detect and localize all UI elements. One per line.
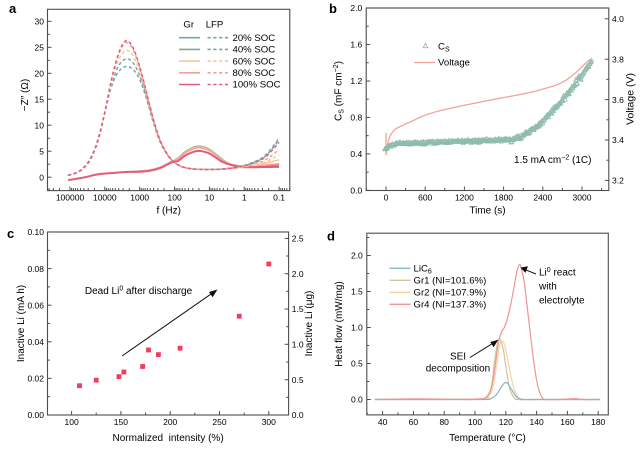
svg-text:1.5: 1.5 xyxy=(351,287,363,297)
svg-text:3.6: 3.6 xyxy=(612,95,624,105)
svg-text:200: 200 xyxy=(163,417,177,427)
svg-text:c: c xyxy=(7,226,14,241)
svg-text:−Z″ (Ω): −Z″ (Ω) xyxy=(20,79,31,111)
svg-text:100: 100 xyxy=(168,193,182,203)
svg-text:100% SOC: 100% SOC xyxy=(233,80,281,91)
svg-text:2.0: 2.0 xyxy=(350,3,362,13)
svg-text:electrolyte: electrolyte xyxy=(539,296,585,307)
svg-text:20: 20 xyxy=(35,69,45,79)
svg-text:1.5 mA cm−2 (1C): 1.5 mA cm−2 (1C) xyxy=(514,155,591,167)
svg-text:1.5: 1.5 xyxy=(292,304,304,314)
svg-text:Temperature (°C): Temperature (°C) xyxy=(449,433,526,444)
svg-text:30: 30 xyxy=(35,17,45,27)
svg-text:40: 40 xyxy=(378,417,388,427)
svg-text:120: 120 xyxy=(499,417,513,427)
svg-text:0.08: 0.08 xyxy=(27,264,44,274)
svg-text:Gr2 (NI=107.9%): Gr2 (NI=107.9%) xyxy=(414,288,487,299)
svg-text:0.8: 0.8 xyxy=(350,113,362,123)
svg-text:100000: 100000 xyxy=(56,193,85,203)
svg-text:2.5: 2.5 xyxy=(292,234,304,244)
svg-text:f (Hz): f (Hz) xyxy=(156,206,180,217)
svg-text:100: 100 xyxy=(468,417,482,427)
svg-text:0.04: 0.04 xyxy=(27,337,44,347)
svg-text:60: 60 xyxy=(409,417,419,427)
svg-text:2400: 2400 xyxy=(533,193,552,203)
svg-text:b: b xyxy=(329,1,337,16)
svg-text:0.5: 0.5 xyxy=(292,375,304,385)
svg-text:0.4: 0.4 xyxy=(350,149,362,159)
svg-text:Time (s): Time (s) xyxy=(469,206,505,217)
svg-text:1.0: 1.0 xyxy=(351,323,363,333)
svg-text:60% SOC: 60% SOC xyxy=(233,56,276,67)
svg-text:CS (mF cm−2): CS (mF cm−2) xyxy=(333,61,346,121)
svg-text:1.2: 1.2 xyxy=(350,76,362,86)
svg-text:Gr4 (NI=137.3%): Gr4 (NI=137.3%) xyxy=(414,300,487,311)
svg-text:140: 140 xyxy=(530,417,544,427)
svg-text:Inactive Li (mA h): Inactive Li (mA h) xyxy=(16,285,27,362)
svg-text:0: 0 xyxy=(384,193,389,203)
svg-text:1000: 1000 xyxy=(130,193,149,203)
svg-text:a: a xyxy=(9,1,17,16)
svg-text:Dead Li0 after discharge: Dead Li0 after discharge xyxy=(85,286,193,298)
svg-text:0.02: 0.02 xyxy=(27,374,44,384)
svg-text:80: 80 xyxy=(439,417,449,427)
svg-text:decomposition: decomposition xyxy=(426,364,490,375)
svg-text:CS: CS xyxy=(438,42,450,54)
svg-text:10: 10 xyxy=(35,120,45,130)
svg-text:4.0: 4.0 xyxy=(612,14,624,24)
svg-text:Voltage: Voltage xyxy=(438,58,470,69)
svg-text:10: 10 xyxy=(205,193,215,203)
svg-text:2.0: 2.0 xyxy=(292,269,304,279)
svg-text:20% SOC: 20% SOC xyxy=(233,33,276,44)
svg-text:250: 250 xyxy=(212,417,226,427)
svg-text:Gr1 (NI=101.6%): Gr1 (NI=101.6%) xyxy=(414,276,487,287)
svg-text:3.2: 3.2 xyxy=(612,176,624,186)
svg-text:Heat flow (mW/mg): Heat flow (mW/mg) xyxy=(334,281,345,367)
svg-text:Voltage (V): Voltage (V) xyxy=(625,73,637,125)
svg-text:40% SOC: 40% SOC xyxy=(233,45,276,56)
svg-text:150: 150 xyxy=(114,417,128,427)
svg-text:2.0: 2.0 xyxy=(351,251,363,261)
svg-text:1.0: 1.0 xyxy=(292,340,304,350)
svg-text:LiC6: LiC6 xyxy=(414,264,432,276)
svg-text:0.10: 0.10 xyxy=(27,227,44,237)
svg-text:Inactive Li (μg): Inactive Li (μg) xyxy=(304,291,315,357)
svg-text:100: 100 xyxy=(65,417,79,427)
svg-text:0.06: 0.06 xyxy=(27,300,44,310)
svg-text:Gr: Gr xyxy=(183,20,194,31)
svg-text:0.5: 0.5 xyxy=(351,359,363,369)
svg-text:5: 5 xyxy=(39,146,44,156)
svg-text:0: 0 xyxy=(39,172,44,182)
svg-text:160: 160 xyxy=(560,417,574,427)
svg-text:300: 300 xyxy=(262,417,276,427)
svg-text:600: 600 xyxy=(418,193,432,203)
svg-text:with: with xyxy=(538,282,557,293)
svg-text:Li0 react: Li0 react xyxy=(539,267,576,279)
svg-text:0.1: 0.1 xyxy=(273,193,285,203)
svg-text:25: 25 xyxy=(35,43,45,53)
svg-text:3000: 3000 xyxy=(573,193,592,203)
svg-text:d: d xyxy=(327,229,335,244)
svg-text:10000: 10000 xyxy=(93,193,117,203)
svg-text:3.8: 3.8 xyxy=(612,54,624,64)
svg-text:3.4: 3.4 xyxy=(612,135,624,145)
svg-text:1.6: 1.6 xyxy=(350,40,362,50)
svg-text:80% SOC: 80% SOC xyxy=(233,68,276,79)
svg-text:0.00: 0.00 xyxy=(27,410,44,420)
svg-text:0.0: 0.0 xyxy=(292,410,304,420)
svg-text:1: 1 xyxy=(242,193,247,203)
svg-text:1800: 1800 xyxy=(494,193,513,203)
svg-text:15: 15 xyxy=(35,94,45,104)
svg-text:LFP: LFP xyxy=(206,20,224,31)
svg-text:0.0: 0.0 xyxy=(350,186,362,196)
svg-text:0.0: 0.0 xyxy=(351,395,363,405)
svg-text:180: 180 xyxy=(591,417,605,427)
svg-text:1200: 1200 xyxy=(455,193,474,203)
svg-text:Normalized intensity (%): Normalized intensity (%) xyxy=(113,433,224,444)
svg-text:SEI: SEI xyxy=(450,352,466,363)
